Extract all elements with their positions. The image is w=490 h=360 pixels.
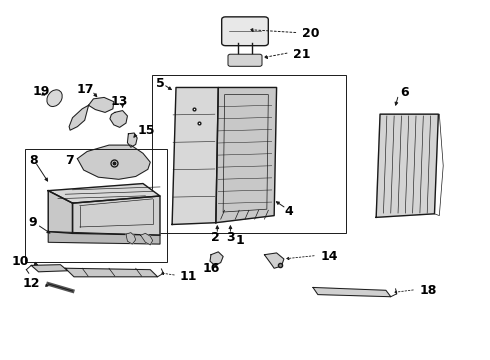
Text: 15: 15 xyxy=(137,125,155,138)
Text: 13: 13 xyxy=(111,95,128,108)
Text: 19: 19 xyxy=(32,85,49,98)
FancyBboxPatch shape xyxy=(228,54,262,66)
Text: 9: 9 xyxy=(29,216,37,229)
Text: 1: 1 xyxy=(236,234,245,247)
Polygon shape xyxy=(265,253,284,268)
Bar xyxy=(152,75,346,233)
Polygon shape xyxy=(313,288,391,297)
Polygon shape xyxy=(110,111,127,127)
Polygon shape xyxy=(126,233,136,244)
Polygon shape xyxy=(65,268,158,277)
Text: 12: 12 xyxy=(23,277,40,290)
Text: 7: 7 xyxy=(65,154,74,167)
Text: 4: 4 xyxy=(284,205,293,218)
Text: 20: 20 xyxy=(302,27,320,40)
Text: 2: 2 xyxy=(212,231,220,244)
Polygon shape xyxy=(141,233,153,245)
Polygon shape xyxy=(216,87,276,223)
Text: 21: 21 xyxy=(293,48,310,61)
Polygon shape xyxy=(376,114,439,217)
FancyBboxPatch shape xyxy=(221,17,269,46)
Text: 11: 11 xyxy=(179,270,197,283)
Polygon shape xyxy=(77,145,150,179)
Polygon shape xyxy=(48,191,73,233)
Ellipse shape xyxy=(47,90,62,107)
Text: 16: 16 xyxy=(202,262,220,275)
Polygon shape xyxy=(210,252,223,265)
Text: 3: 3 xyxy=(226,231,235,244)
Text: 5: 5 xyxy=(156,77,164,90)
Polygon shape xyxy=(69,105,89,130)
Text: 6: 6 xyxy=(400,86,409,99)
Polygon shape xyxy=(31,265,68,272)
Polygon shape xyxy=(127,133,137,147)
Text: 18: 18 xyxy=(420,284,437,297)
Polygon shape xyxy=(89,98,114,112)
Polygon shape xyxy=(73,196,160,235)
Text: 8: 8 xyxy=(29,154,37,167)
Text: 17: 17 xyxy=(77,83,95,96)
Polygon shape xyxy=(172,87,218,225)
Polygon shape xyxy=(48,184,160,203)
Bar xyxy=(25,149,167,262)
Polygon shape xyxy=(48,231,160,244)
Text: 14: 14 xyxy=(320,250,338,263)
Text: 10: 10 xyxy=(11,255,29,267)
